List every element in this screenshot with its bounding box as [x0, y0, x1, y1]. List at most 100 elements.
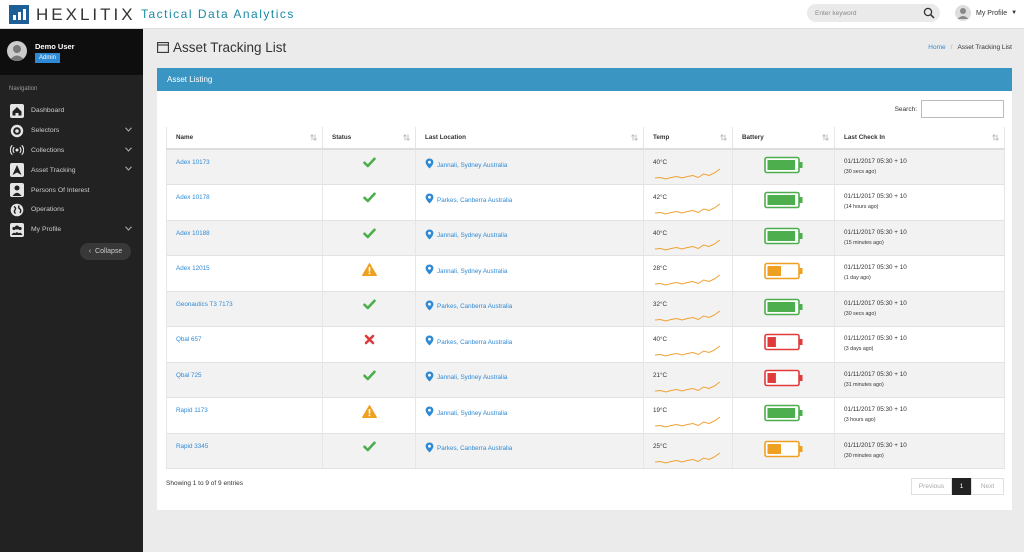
previous-page-button[interactable]: Previous — [911, 478, 952, 495]
chevron-left-icon: ‹ — [88, 248, 92, 255]
temp-cell: 19°C — [643, 397, 733, 433]
sidebar-item-persons-of-interest[interactable]: Persons Of Interest — [0, 180, 143, 200]
location-text: Jannali, Sydney Australia — [437, 232, 508, 239]
asset-name-link[interactable]: Rapid 1173 — [176, 407, 208, 414]
search-input[interactable] — [815, 7, 915, 19]
location-link[interactable]: Parkes, Canberra Australia — [425, 193, 643, 206]
globe-icon — [10, 203, 24, 217]
checkin-ago: (3 days ago) — [844, 346, 874, 352]
chevron-down-icon[interactable] — [125, 166, 132, 173]
sidebar-item-label: Collections — [31, 146, 65, 154]
asset-table: Name Status Last Location Temp Battery Last C… — [166, 127, 1005, 469]
map-pin-icon — [425, 300, 434, 313]
table-row[interactable]: Qbal 657 Parkes, Canberra Australia 40°C 01… — [166, 326, 1005, 362]
column-header-battery[interactable]: Battery — [732, 127, 835, 150]
location-link[interactable]: Jannali, Sydney Australia — [425, 158, 643, 171]
sidebar-item-label: Selectors — [31, 127, 60, 135]
search-icon[interactable] — [923, 7, 935, 19]
table-search-label: Search: — [894, 105, 917, 113]
checkin-info: 01/11/2017 05:30 + 10 (14 hours ago) — [844, 192, 1004, 212]
sidebar-item-operations[interactable]: Operations — [0, 200, 143, 220]
chevron-down-icon[interactable] — [125, 147, 132, 154]
sort-icon — [720, 134, 727, 143]
sidebar-item-dashboard[interactable]: Dashboard — [0, 101, 143, 121]
breadcrumb-current: Asset Tracking List — [957, 44, 1012, 51]
temp-cell: 21°C — [643, 361, 733, 398]
table-row[interactable]: Qbal 725 Jannali, Sydney Australia 21°C 01/… — [166, 361, 1005, 398]
checkin-ago: (1 day ago) — [844, 275, 871, 281]
table-row[interactable]: Rapid 1173 Jannali, Sydney Australia 19°C 0… — [166, 397, 1005, 433]
next-page-button[interactable]: Next — [971, 478, 1004, 495]
brand-name[interactable]: HEXLITIX — [36, 5, 136, 24]
location-cell: Jannali, Sydney Australia — [415, 255, 644, 291]
asset-name-link[interactable]: Adex 10173 — [176, 159, 210, 166]
sidebar-item-selectors[interactable]: Selectors — [0, 121, 143, 141]
breadcrumb-home[interactable]: Home — [928, 44, 946, 51]
location-cell: Parkes, Canberra Australia — [415, 184, 644, 220]
user-avatar-icon — [955, 5, 971, 21]
location-link[interactable]: Jannali, Sydney Australia — [425, 371, 643, 384]
checkin-ago: (31 minutes ago) — [844, 381, 884, 388]
location-link[interactable]: Jannali, Sydney Australia — [425, 229, 643, 242]
collapse-button[interactable]: ‹ Collapse — [80, 243, 131, 260]
asset-name-link[interactable]: Geonautics T3 7173 — [176, 300, 233, 308]
table-row[interactable]: Adex 10178 Parkes, Canberra Australia 42°C… — [166, 184, 1005, 220]
battery-cell — [732, 397, 835, 433]
column-header-temp[interactable]: Temp — [643, 127, 733, 150]
sidebar-item-collections[interactable]: Collections — [0, 141, 143, 161]
table-row[interactable]: Adex 12015 Jannali, Sydney Australia 28°C 0… — [166, 255, 1005, 291]
table-row[interactable]: Adex 10173 Jannali, Sydney Australia 40°C 0… — [166, 148, 1005, 185]
profile-menu[interactable]: My Profile ▼ — [955, 4, 1017, 22]
table-search-input[interactable] — [921, 100, 1004, 118]
sidebar-item-my-profile[interactable]: My Profile — [0, 220, 143, 240]
asset-name-link[interactable]: Rapid 3345 — [176, 442, 209, 450]
checkin-info: 01/11/2017 05:30 + 10 (15 minutes ago) — [844, 228, 1004, 248]
location-link[interactable]: Jannali, Sydney Australia — [425, 406, 643, 419]
checkin-time: 01/11/2017 05:30 + 10 — [844, 158, 907, 165]
page-1-button[interactable]: 1 — [952, 478, 971, 495]
name-cell: Qbal 657 — [166, 326, 323, 362]
chevron-down-icon[interactable] — [125, 127, 132, 134]
location-link[interactable]: Parkes, Canberra Australia — [425, 335, 643, 348]
table-row[interactable]: Adex 10188 Jannali, Sydney Australia 40°C 0… — [166, 219, 1005, 256]
checkin-cell: 01/11/2017 05:30 + 10 (30 minutes ago) — [834, 432, 1005, 469]
name-cell: Adex 10188 — [166, 219, 323, 256]
check-icon — [362, 299, 376, 312]
location-link[interactable]: Jannali, Sydney Australia — [425, 264, 643, 277]
location-link[interactable]: Parkes, Canberra Australia — [425, 442, 643, 455]
name-cell: Adex 12015 — [166, 255, 323, 291]
page-title: Asset Tracking List — [157, 40, 286, 55]
location-link[interactable]: Parkes, Canberra Australia — [425, 300, 643, 313]
map-pin-icon — [425, 406, 434, 419]
column-header-label: Status — [332, 134, 352, 141]
sidebar-item-label: Asset Tracking — [31, 166, 76, 174]
column-header-last-check-in[interactable]: Last Check In — [834, 127, 1005, 150]
warning-icon — [361, 263, 377, 278]
location-cell: Jannali, Sydney Australia — [415, 361, 644, 398]
checkin-cell: 01/11/2017 05:30 + 10 (14 hours ago) — [834, 184, 1005, 220]
chevron-down-icon[interactable] — [125, 226, 132, 233]
breadcrumb: Home / Asset Tracking List — [928, 44, 1012, 51]
asset-name-link[interactable]: Qbal 725 — [176, 371, 202, 379]
asset-name-link[interactable]: Adex 10178 — [176, 194, 210, 201]
status-cell — [322, 361, 416, 398]
checkin-ago: (15 minutes ago) — [844, 239, 884, 246]
column-header-last-location[interactable]: Last Location — [415, 127, 644, 150]
sidebar-item-asset-tracking[interactable]: Asset Tracking — [0, 160, 143, 180]
checkin-time: 01/11/2017 05:30 + 10 — [844, 406, 907, 413]
asset-name-link[interactable]: Adex 12015 — [176, 265, 210, 272]
table-row[interactable]: Rapid 3345 Parkes, Canberra Australia 25°C… — [166, 432, 1005, 469]
temp-sparkline — [653, 274, 723, 290]
asset-name-link[interactable]: Qbal 657 — [176, 336, 202, 343]
column-header-label: Name — [176, 134, 194, 141]
column-header-label: Temp — [653, 134, 670, 141]
asset-name-link[interactable]: Adex 10188 — [176, 229, 210, 237]
location-cell: Parkes, Canberra Australia — [415, 290, 644, 327]
avatar[interactable] — [7, 41, 27, 61]
logo-icon[interactable] — [9, 5, 29, 24]
column-header-status[interactable]: Status — [322, 127, 416, 150]
check-icon — [362, 441, 376, 454]
column-header-name[interactable]: Name — [166, 127, 323, 150]
location-cell: Parkes, Canberra Australia — [415, 432, 644, 469]
table-row[interactable]: Geonautics T3 7173 Parkes, Canberra Austr… — [166, 290, 1005, 327]
